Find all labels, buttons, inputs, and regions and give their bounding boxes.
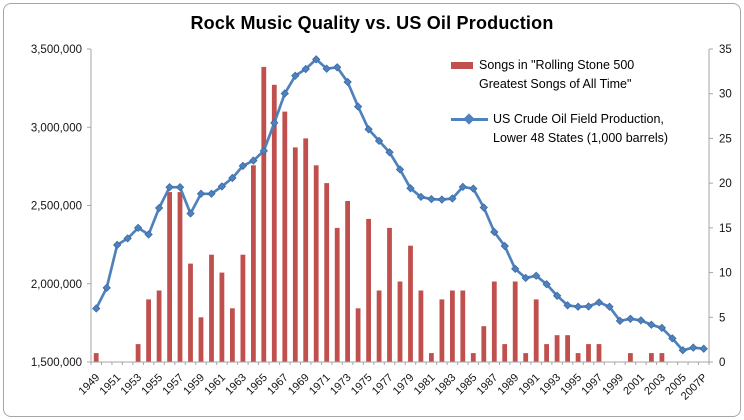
svg-text:10: 10	[719, 268, 732, 280]
legend-item-oil: US Crude Oil Field Production, Lower 48 …	[451, 110, 668, 148]
legend-label-oil: US Crude Oil Field Production, Lower 48 …	[493, 110, 668, 148]
svg-text:1993: 1993	[537, 372, 563, 398]
diamond-marker-icon	[463, 113, 475, 125]
line-series-swatch-icon	[451, 113, 488, 126]
svg-text:1,500,000: 1,500,000	[31, 357, 82, 369]
svg-text:1963: 1963	[223, 372, 249, 398]
svg-text:1977: 1977	[370, 372, 396, 398]
legend-label-oil-line1: US Crude Oil Field Production,	[493, 112, 664, 126]
svg-text:3,500,000: 3,500,000	[31, 44, 82, 56]
svg-text:2,500,000: 2,500,000	[31, 201, 82, 213]
svg-text:1981: 1981	[412, 372, 438, 398]
chart-title: Rock Music Quality vs. US Oil Production	[190, 13, 554, 33]
chart-frame: Rock Music Quality vs. US Oil Production…	[3, 3, 741, 417]
svg-text:1969: 1969	[286, 372, 312, 398]
svg-text:2003: 2003	[642, 372, 668, 398]
svg-text:5: 5	[719, 312, 725, 324]
svg-text:1987: 1987	[475, 372, 501, 398]
svg-text:25: 25	[719, 133, 732, 145]
legend-label-oil-line2: Lower 48 States (1,000 barrels)	[493, 131, 669, 145]
svg-text:2001: 2001	[621, 372, 647, 398]
svg-text:1965: 1965	[244, 372, 270, 398]
svg-text:1957: 1957	[160, 372, 186, 398]
svg-text:1961: 1961	[202, 372, 228, 398]
svg-text:1989: 1989	[496, 372, 522, 398]
svg-text:1991: 1991	[516, 372, 542, 398]
svg-text:3,000,000: 3,000,000	[31, 122, 82, 134]
svg-text:1955: 1955	[139, 372, 165, 398]
svg-text:0: 0	[719, 357, 725, 369]
svg-text:1959: 1959	[181, 372, 207, 398]
svg-text:1997: 1997	[579, 372, 605, 398]
plot-area: 1,500,000 2,000,000 2,500,000 3,000,000 3,50…	[31, 44, 732, 403]
bar-series-swatch-icon	[451, 62, 473, 69]
svg-text:1973: 1973	[328, 372, 354, 398]
svg-text:1967: 1967	[265, 372, 291, 398]
svg-text:30: 30	[719, 89, 732, 101]
svg-text:1949: 1949	[77, 372, 103, 398]
legend-label-songs-line1: Songs in "Rolling Stone 500	[479, 58, 635, 72]
svg-text:1995: 1995	[558, 372, 584, 398]
svg-text:1985: 1985	[454, 372, 480, 398]
legend-label-songs: Songs in "Rolling Stone 500 Greatest Son…	[479, 56, 634, 94]
legend: Songs in "Rolling Stone 500 Greatest Son…	[451, 56, 668, 148]
svg-text:35: 35	[719, 44, 732, 56]
svg-text:1951: 1951	[98, 372, 124, 398]
legend-item-songs: Songs in "Rolling Stone 500 Greatest Son…	[451, 56, 668, 94]
svg-text:1975: 1975	[349, 372, 375, 398]
svg-text:2,000,000: 2,000,000	[31, 279, 82, 291]
svg-text:1971: 1971	[307, 372, 333, 398]
svg-text:15: 15	[719, 223, 732, 235]
svg-text:20: 20	[719, 178, 732, 190]
svg-text:1999: 1999	[600, 372, 626, 398]
svg-text:1983: 1983	[433, 372, 459, 398]
svg-text:1953: 1953	[118, 372, 144, 398]
legend-label-songs-line2: Greatest Songs of All Time"	[479, 77, 632, 91]
svg-text:1979: 1979	[391, 372, 417, 398]
